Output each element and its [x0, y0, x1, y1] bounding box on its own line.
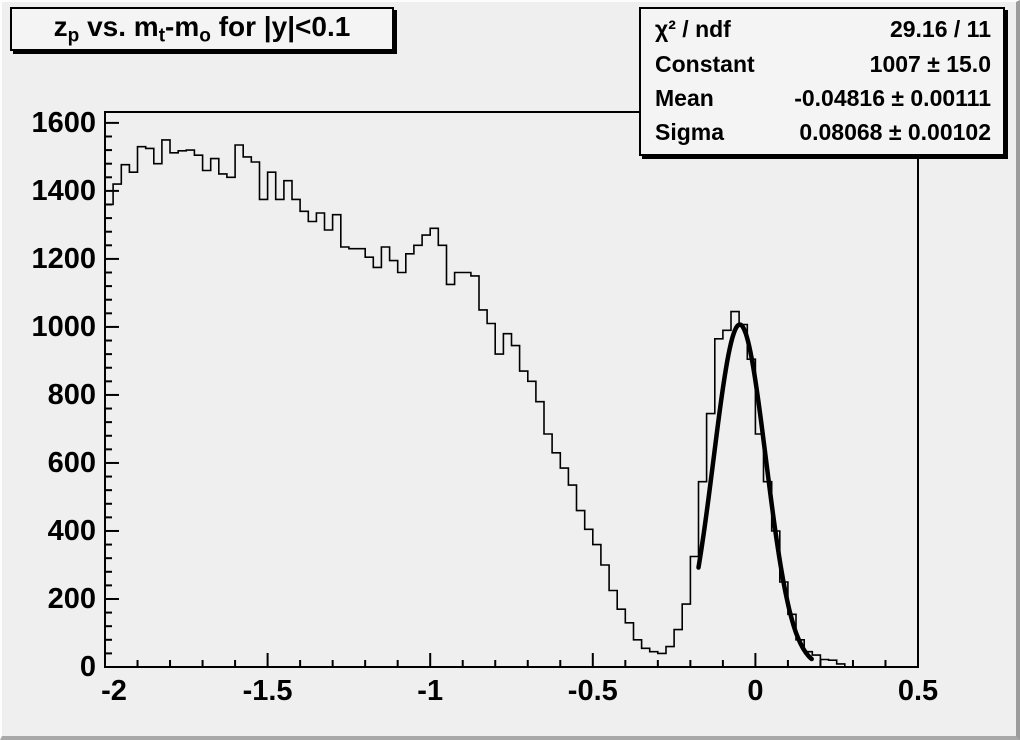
stats-label-chi2: χ² / ndf: [655, 16, 731, 43]
y-axis-tick-label: 200: [48, 583, 96, 615]
title-subscript: o: [199, 25, 211, 47]
stats-value-sigma: 0.08068 ± 0.00102: [799, 119, 991, 146]
y-axis-tick-label: 0: [80, 651, 96, 683]
title-text-segment: vs. m: [79, 10, 159, 42]
stats-value-mean: -0.04816 ± 0.00111: [794, 84, 991, 111]
y-axis-tick-label: 800: [48, 379, 96, 411]
fit-stats-box: χ² / ndf 29.16 / 11 Constant 1007 ± 15.0…: [639, 7, 1005, 156]
stats-label-mean: Mean: [655, 84, 714, 111]
title-text-segment: z: [53, 10, 68, 42]
y-axis-tick-label: 400: [48, 515, 96, 547]
title-subscript: t: [158, 25, 166, 47]
x-axis-tick-label: -1.5: [243, 675, 293, 707]
y-axis-tick-label: 1600: [31, 107, 96, 139]
plot-frame: [104, 111, 919, 668]
title-text-segment: for |y|<0.1: [210, 10, 351, 42]
title-subscript: p: [67, 25, 80, 47]
stats-value-constant: 1007 ± 15.0: [869, 50, 991, 77]
x-axis-tick-label: -1: [417, 675, 443, 707]
x-axis-tick-label: -0.5: [568, 675, 618, 707]
chart-title-box: zp vs. mt-mo for |y|<0.1: [10, 7, 394, 51]
stats-label-constant: Constant: [655, 50, 755, 77]
x-axis-tick-label: 0: [747, 675, 763, 707]
y-axis-tick-label: 1000: [31, 311, 96, 343]
y-axis-tick-label: 1200: [31, 243, 96, 275]
y-axis-tick-label: 1400: [31, 175, 96, 207]
y-axis-tick-label: 600: [48, 447, 96, 479]
stats-row-mean: Mean -0.04816 ± 0.00111: [641, 85, 1003, 113]
x-axis-tick-label: -2: [101, 675, 127, 707]
page-title: zp vs. mt-mo for |y|<0.1: [54, 11, 351, 47]
fit-curve: [696, 322, 814, 662]
x-axis-tick-label: 0.5: [898, 675, 938, 707]
histogram-line: [105, 139, 918, 668]
stats-row-chi2: χ² / ndf 29.16 / 11: [641, 16, 1003, 44]
title-text-segment: -m: [165, 10, 200, 42]
stats-row-constant: Constant 1007 ± 15.0: [641, 51, 1003, 79]
stats-row-sigma: Sigma 0.08068 ± 0.00102: [641, 119, 1003, 147]
stats-value-chi2: 29.16 / 11: [889, 16, 991, 43]
stats-label-sigma: Sigma: [655, 119, 725, 146]
